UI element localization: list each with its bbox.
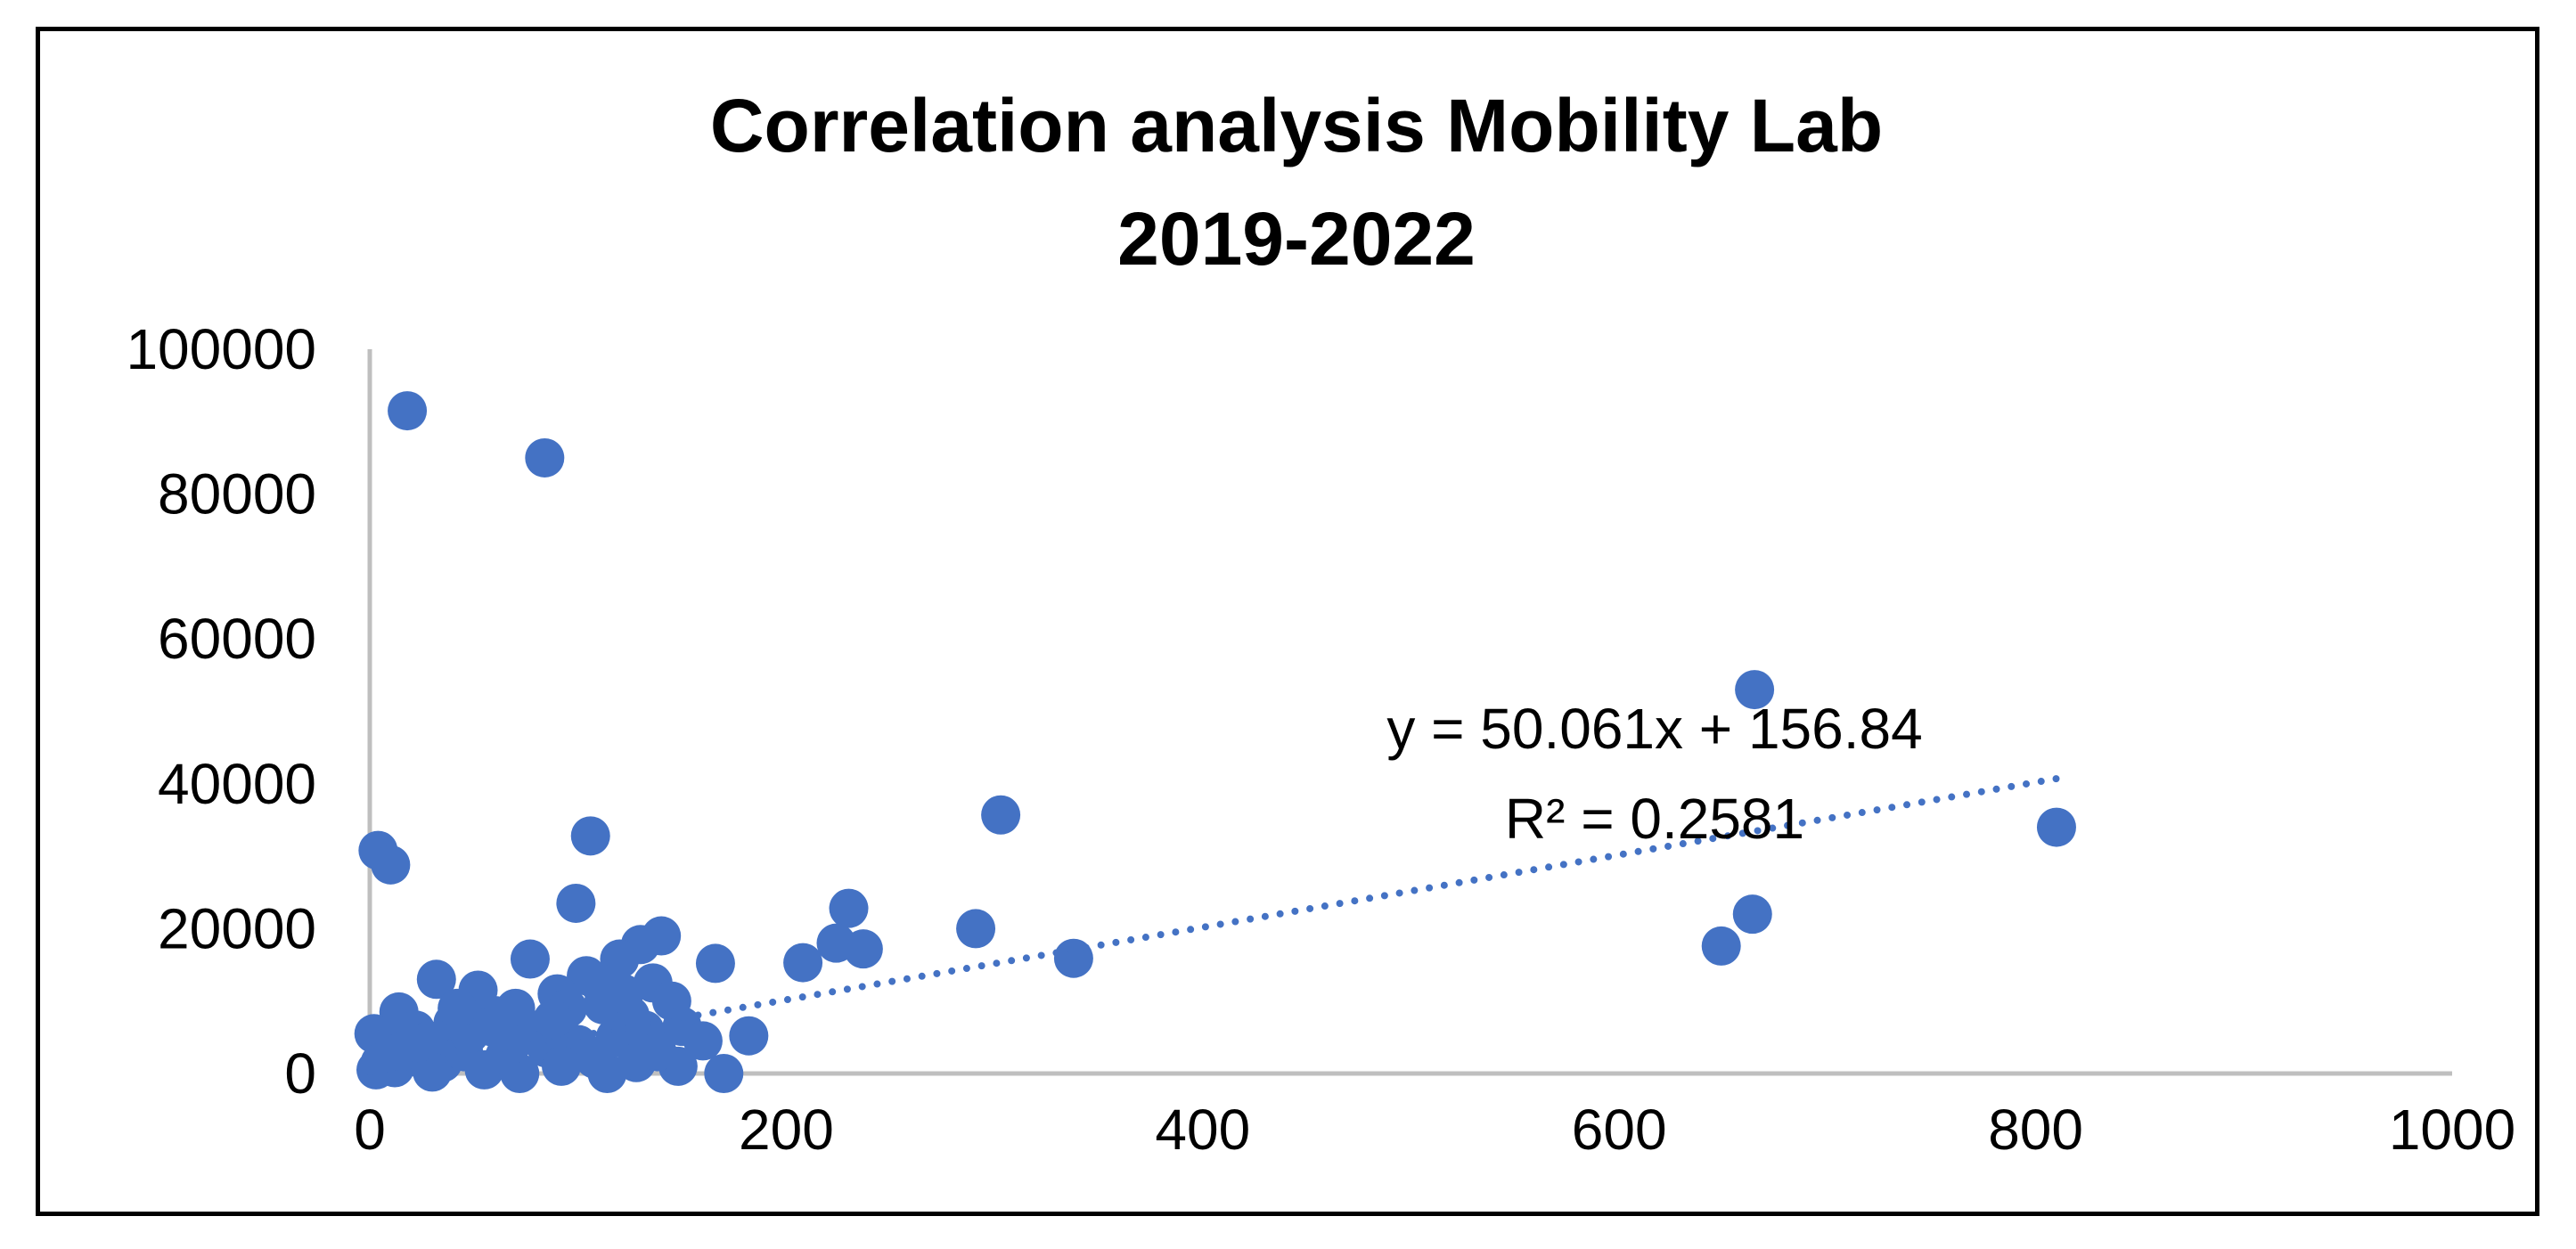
chart-frame: Correlation analysis Mobility Lab 2019-2… <box>36 27 2539 1216</box>
x-tick-label: 0 <box>354 1098 386 1162</box>
data-point <box>388 391 428 431</box>
data-point <box>567 956 607 996</box>
y-tick-label: 20000 <box>158 896 316 960</box>
x-tick-label: 800 <box>1988 1098 2083 1162</box>
x-tick-label: 200 <box>739 1098 834 1162</box>
data-point <box>556 883 596 923</box>
data-point <box>2036 807 2076 847</box>
data-point <box>683 1021 723 1061</box>
data-point <box>829 888 869 928</box>
data-point <box>413 1052 453 1092</box>
y-tick-label: 100000 <box>126 317 316 381</box>
trendline <box>366 775 2060 1076</box>
data-point <box>1701 926 1741 966</box>
data-point <box>533 1000 573 1040</box>
x-tick-label: 600 <box>1572 1098 1667 1162</box>
data-point <box>1735 670 1775 710</box>
trendline-r-squared: R² = 0.2581 <box>1505 787 1804 851</box>
data-point <box>695 943 735 984</box>
y-tick-label: 80000 <box>158 462 316 527</box>
chart-subtitle: 2019-2022 <box>1117 197 1476 281</box>
data-point <box>981 795 1021 835</box>
data-point <box>491 1025 531 1065</box>
data-points <box>354 391 2076 1093</box>
data-point <box>542 1046 582 1086</box>
data-point <box>956 909 996 949</box>
data-point <box>570 816 610 856</box>
data-point <box>704 1054 744 1093</box>
chart-svg: Correlation analysis Mobility Lab 2019-2… <box>126 84 2515 1162</box>
data-point <box>510 939 550 979</box>
y-tick-label: 0 <box>284 1041 316 1106</box>
data-point <box>816 923 856 963</box>
trendline-equation: y = 50.061x + 156.84 <box>1386 697 1922 761</box>
data-point <box>371 845 411 885</box>
x-tick-label: 1000 <box>2389 1098 2515 1162</box>
axes: 0 200 400 600 800 1000 0 20000 40000 60000 80000 10… <box>126 317 2515 1162</box>
data-point <box>637 1032 677 1072</box>
data-point <box>408 1021 448 1061</box>
data-point <box>1732 894 1772 935</box>
chart-title: Correlation analysis Mobility Lab <box>710 84 1883 167</box>
data-point <box>604 974 644 1014</box>
data-point <box>525 437 565 478</box>
y-tick-label: 40000 <box>158 752 316 816</box>
y-tick-label: 60000 <box>158 607 316 671</box>
x-tick-label: 400 <box>1155 1098 1250 1162</box>
data-point <box>438 988 478 1028</box>
data-point <box>416 959 456 1000</box>
data-point <box>783 943 823 983</box>
data-point <box>729 1016 769 1056</box>
trendline-path <box>366 775 2060 1076</box>
